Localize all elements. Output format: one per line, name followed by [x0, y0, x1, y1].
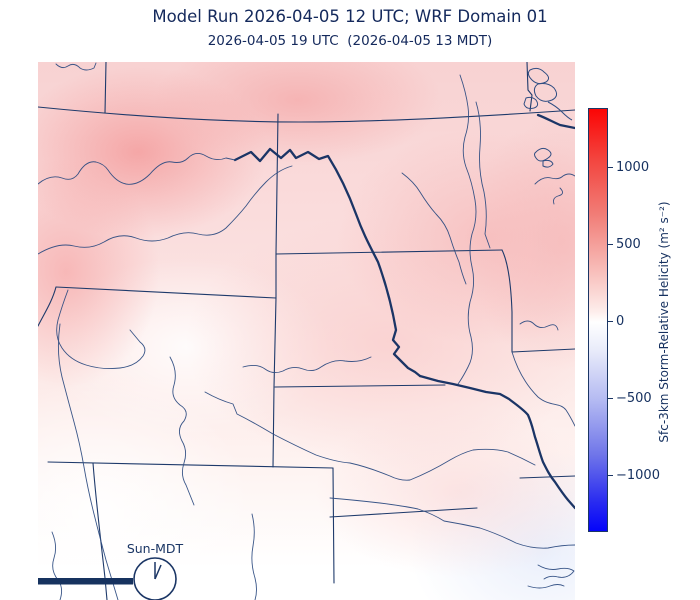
- colorbar-tick-label: 500: [616, 237, 641, 252]
- colorbar-tick-label: −1000: [616, 468, 660, 483]
- colorbar: [588, 108, 608, 532]
- map-panel: [38, 62, 575, 600]
- colorbar-tickmark: [608, 475, 613, 477]
- figure-subtitle: 2026-04-05 19 UTC (2026-04-05 13 MDT): [207, 33, 493, 49]
- sun-horizon-bar: [38, 578, 133, 585]
- colorbar-tickmark: [608, 167, 613, 169]
- sun-clock-icon: [133, 557, 177, 600]
- colorbar-tick-label: 1000: [616, 160, 650, 175]
- missouri-river: [233, 113, 575, 510]
- colorbar-tickmark: [608, 321, 613, 323]
- figure-title: Model Run 2026-04-05 12 UTC; WRF Domain …: [152, 7, 548, 26]
- colorbar-tick-label: −500: [616, 391, 652, 406]
- colorbar-tickmark: [608, 244, 613, 246]
- lakes: [523, 67, 573, 168]
- sun-clock-label: Sun-MDT: [126, 541, 184, 556]
- map-overlays: [38, 62, 575, 600]
- colorbar-tick-label: 0: [616, 314, 625, 329]
- colorbar-tickmark: [608, 398, 613, 400]
- state-borders: [38, 62, 575, 600]
- colorbar-label: Sfc-3km Storm-Relative Helicity (m² s⁻²): [657, 201, 671, 443]
- rivers: [38, 62, 575, 600]
